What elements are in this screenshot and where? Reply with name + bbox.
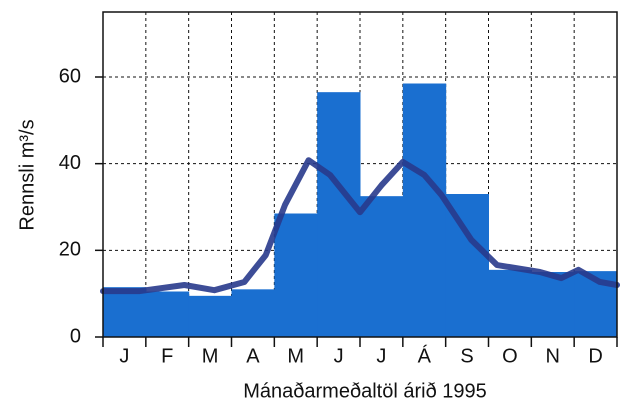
x-tick-label: J: [334, 345, 344, 367]
bar: [360, 196, 404, 337]
x-tick-label: D: [588, 345, 602, 367]
y-tick-label: 60: [59, 65, 81, 87]
bar: [402, 83, 447, 337]
bar: [231, 289, 275, 337]
bar: [488, 269, 532, 337]
bar: [531, 272, 575, 337]
x-tick-label: S: [460, 345, 473, 367]
bar: [188, 295, 232, 337]
bar: [445, 194, 489, 337]
bar: [145, 291, 190, 337]
y-axis-label: Rennsli m³/s: [16, 119, 38, 230]
bar: [103, 287, 147, 337]
x-tick-label: J: [376, 345, 386, 367]
bar: [317, 92, 361, 338]
x-tick-label: M: [202, 345, 219, 367]
y-tick-label: 20: [59, 239, 81, 261]
plot-frame: [102, 11, 618, 338]
x-tick-label: Á: [418, 344, 432, 367]
x-tick-label: M: [287, 345, 304, 367]
x-axis-label: Mánaðarmeðaltöl árið 1995: [243, 380, 487, 402]
x-tick-label: O: [502, 345, 518, 367]
x-tick-label: F: [161, 345, 173, 367]
y-tick-label: 0: [70, 325, 81, 347]
x-tick-label: J: [119, 345, 129, 367]
bar: [274, 213, 318, 337]
y-tick-label: 40: [59, 152, 81, 174]
flow-line: [100, 157, 620, 295]
x-tick-label: A: [246, 345, 260, 367]
x-tick-label: N: [546, 345, 560, 367]
